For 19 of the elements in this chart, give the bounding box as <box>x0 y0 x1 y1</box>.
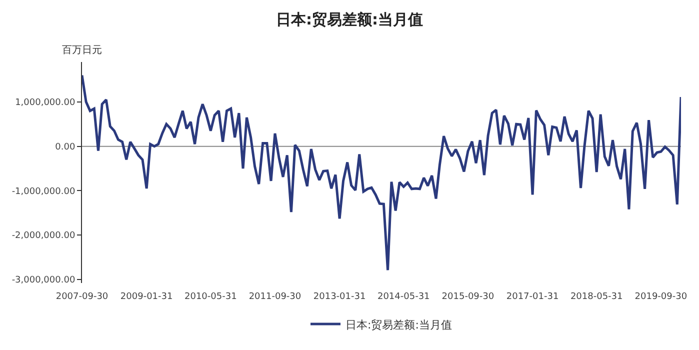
x-tick-label: 2019-09-30 <box>634 292 688 302</box>
y-tick-label: -3,000,000.00 <box>12 276 76 286</box>
y-axis-title: 百万日元 <box>62 45 102 56</box>
x-tick-label: 2014-05-31 <box>377 292 430 302</box>
x-tick-label: 2015-09-30 <box>442 292 494 302</box>
legend-label: 日本:贸易差额:当月值 <box>346 318 452 332</box>
y-tick-label: -2,000,000.00 <box>12 231 76 242</box>
chart-title: 日本:贸易差额:当月值 <box>276 10 423 28</box>
x-tick-label: 2013-01-31 <box>313 292 366 302</box>
y-tick-label: 0.00 <box>55 142 76 152</box>
y-tick-label: -1,000,000.00 <box>12 186 76 197</box>
y-tick-label: 1,000,000.00 <box>15 98 76 108</box>
x-tick-label: 2009-01-31 <box>120 292 173 302</box>
x-tick-label: 2007-09-30 <box>56 292 108 302</box>
x-tick-label: 2010-05-31 <box>184 292 237 302</box>
x-tick-label: 2017-01-31 <box>506 292 559 302</box>
x-tick-label: 2011-09-30 <box>248 292 302 302</box>
x-tick-label: 2018-05-31 <box>570 292 623 302</box>
line-series <box>82 74 681 272</box>
